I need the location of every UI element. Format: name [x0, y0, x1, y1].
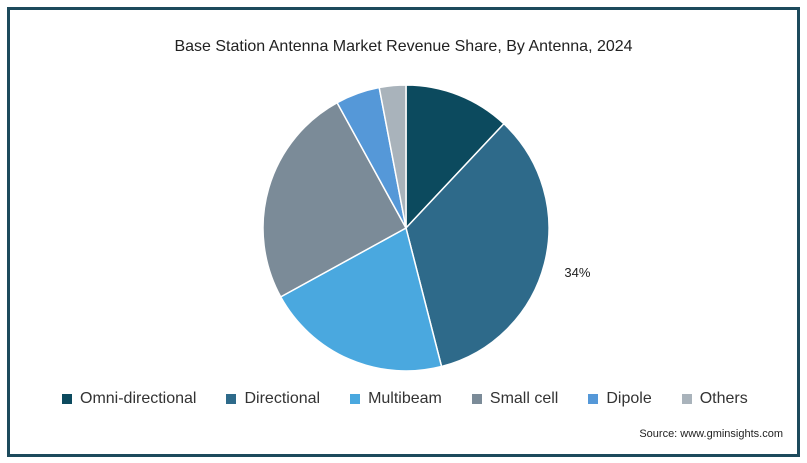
pie-slice-small-cell [262, 101, 408, 298]
legend-item-directional: Directional [226, 390, 320, 408]
legend-label: Dipole [606, 390, 652, 407]
chart-title: Base Station Antenna Market Revenue Shar… [174, 38, 633, 55]
legend-swatch [588, 394, 599, 404]
pie-slice-omni-directional [405, 84, 505, 230]
legend-item-omni-directional: Omni-directional [62, 390, 196, 408]
legend-label: Others [699, 390, 748, 407]
legend-swatch [471, 394, 482, 404]
legend-swatch [62, 394, 72, 404]
pie-slice-directional [405, 122, 550, 368]
legend-item-dipole: Dipole [588, 390, 652, 408]
legend-label: Omni-directional [80, 390, 197, 407]
legend-swatch [226, 394, 237, 404]
pie-slice-multibeam [279, 226, 443, 372]
legend: Omni-directional Directional Multibeam Smal… [62, 390, 778, 408]
legend-label: Small cell [489, 390, 559, 407]
data-label-directional: 34% [564, 265, 590, 280]
source-note: Source: www.gminsights.com [639, 428, 783, 440]
legend-item-others: Others [681, 390, 748, 408]
legend-item-multibeam: Multibeam [350, 390, 442, 408]
legend-label: Multibeam [368, 390, 442, 407]
legend-item-small-cell: Small cell [471, 390, 559, 408]
legend-swatch [350, 394, 361, 404]
pie-slice-others [378, 84, 407, 229]
legend-swatch [681, 394, 692, 404]
legend-label: Directional [244, 390, 321, 407]
